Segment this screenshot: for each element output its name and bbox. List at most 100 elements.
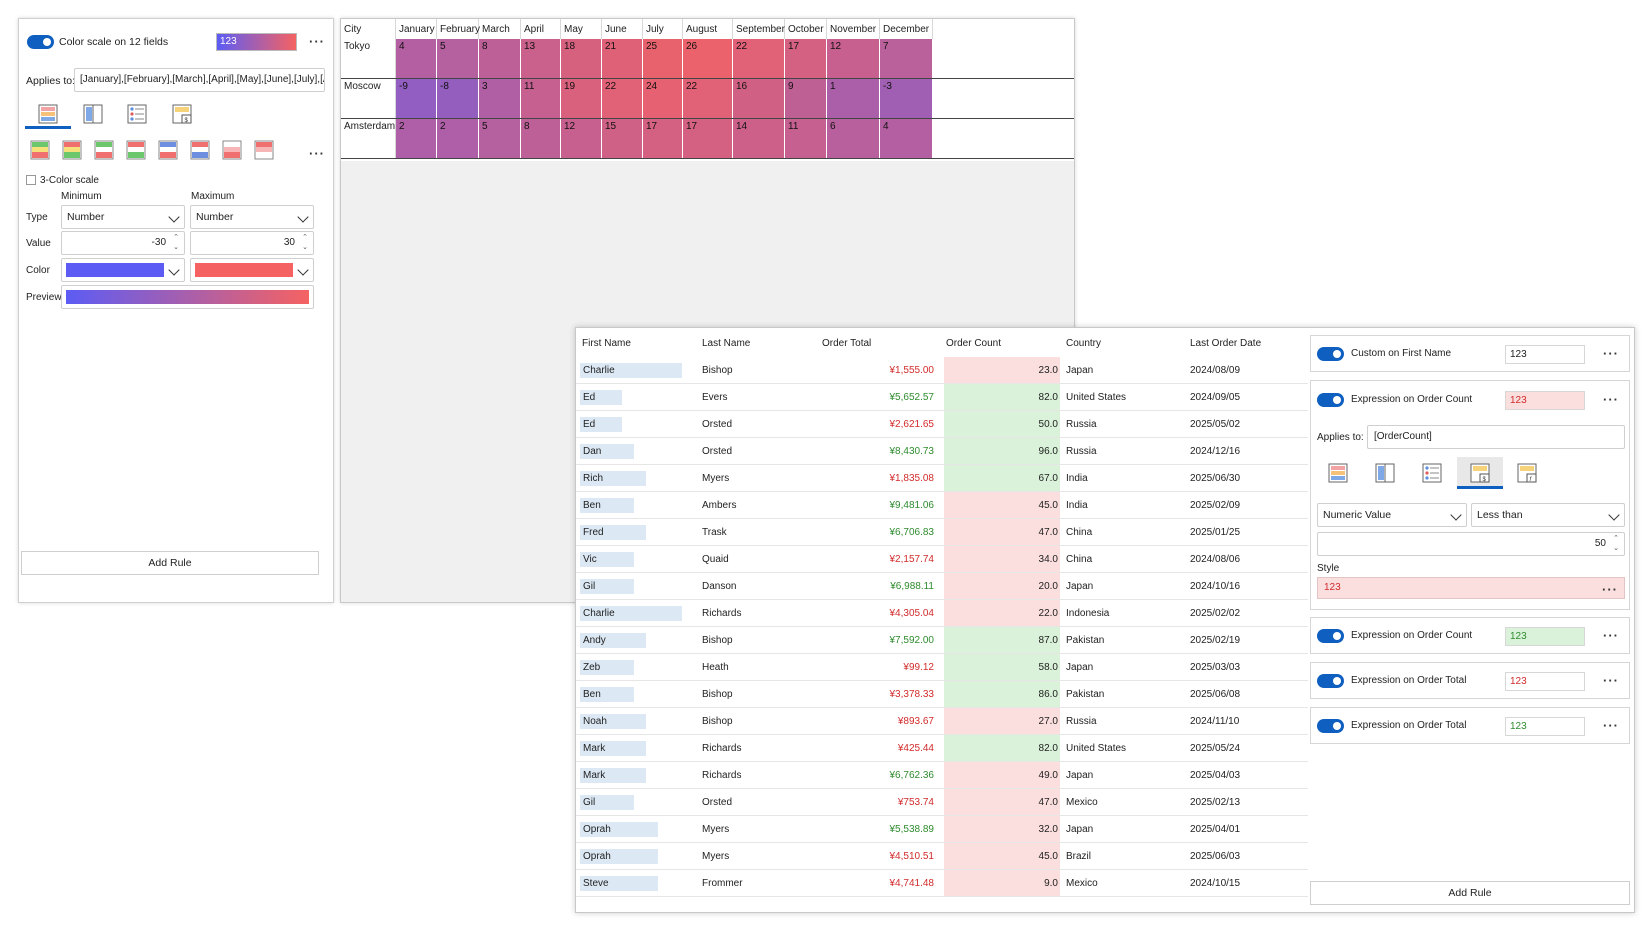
orders-header-cell[interactable]: Order Total bbox=[822, 338, 872, 349]
pivot-header-cell[interactable]: March bbox=[479, 19, 521, 39]
style-more-icon[interactable]: ··· bbox=[1602, 582, 1618, 597]
orders-total-cell[interactable]: ¥6,706.83 bbox=[889, 527, 935, 538]
orders-total-cell[interactable]: ¥1,835.08 bbox=[889, 473, 935, 484]
orders-first-cell[interactable]: Vic bbox=[583, 554, 597, 565]
rule-sample[interactable]: 123 bbox=[1505, 627, 1585, 646]
color-scale-tab-icon[interactable] bbox=[37, 103, 59, 125]
rule-sample-gradient[interactable]: 123 bbox=[216, 33, 297, 51]
orders-date-cell[interactable]: 2025/05/02 bbox=[1190, 419, 1241, 430]
orders-first-cell[interactable]: Ed bbox=[583, 419, 596, 430]
preset-white-red-icon[interactable] bbox=[221, 139, 243, 161]
rule-card-order-count-less-than[interactable]: Expression on Order Count 123 ··· Applie… bbox=[1310, 380, 1630, 610]
orders-country-cell[interactable]: India bbox=[1066, 500, 1088, 511]
pivot-value-cell[interactable]: 22 bbox=[683, 79, 733, 118]
rule-sample[interactable]: 123 bbox=[1505, 672, 1585, 691]
orders-last-cell[interactable]: Trask bbox=[702, 527, 727, 538]
orders-first-cell[interactable]: Fred bbox=[583, 527, 604, 538]
orders-last-cell[interactable]: Bishop bbox=[702, 716, 733, 727]
rule-more-icon[interactable]: ··· bbox=[1603, 346, 1619, 361]
pivot-value-cell[interactable]: -9 bbox=[396, 79, 437, 118]
orders-last-cell[interactable]: Quaid bbox=[702, 554, 729, 565]
pivot-value-cell[interactable]: 22 bbox=[602, 79, 643, 118]
pivot-value-cell[interactable]: 11 bbox=[521, 79, 561, 118]
orders-date-cell[interactable]: 2025/06/08 bbox=[1190, 689, 1241, 700]
spin-up-icon[interactable]: ⌃ bbox=[302, 234, 308, 241]
orders-count-cell[interactable]: 82.0 bbox=[1038, 392, 1058, 403]
orders-first-cell[interactable]: Gil bbox=[583, 797, 596, 808]
pivot-value-cell[interactable]: 26 bbox=[683, 39, 733, 78]
rule-more-icon[interactable]: ··· bbox=[1603, 718, 1619, 733]
condition-field-select[interactable]: Numeric Value bbox=[1317, 503, 1467, 527]
pivot-value-cell[interactable]: 13 bbox=[521, 39, 561, 78]
orders-total-cell[interactable]: ¥4,510.51 bbox=[889, 851, 935, 862]
orders-first-cell[interactable]: Oprah bbox=[583, 851, 611, 862]
orders-first-cell[interactable]: Mark bbox=[583, 743, 606, 754]
orders-country-cell[interactable]: Japan bbox=[1066, 581, 1094, 592]
pivot-value-cell[interactable]: 6 bbox=[827, 119, 880, 158]
rule-sample[interactable]: 123 bbox=[1505, 345, 1585, 364]
rule-more-icon[interactable]: ··· bbox=[1603, 392, 1619, 407]
orders-country-cell[interactable]: India bbox=[1066, 473, 1088, 484]
pivot-value-cell[interactable]: 16 bbox=[733, 79, 785, 118]
pivot-value-cell[interactable]: 2 bbox=[396, 119, 437, 158]
max-type-select[interactable]: Number bbox=[190, 205, 314, 229]
orders-date-cell[interactable]: 2024/10/15 bbox=[1190, 878, 1241, 889]
orders-first-cell[interactable]: Zeb bbox=[583, 662, 601, 673]
pivot-city-cell[interactable]: Amsterdam bbox=[341, 119, 396, 158]
orders-date-cell[interactable]: 2024/11/10 bbox=[1190, 716, 1240, 727]
rule-enabled-toggle[interactable] bbox=[1317, 347, 1344, 361]
orders-count-cell[interactable]: 45.0 bbox=[1038, 500, 1058, 511]
expression-tab-icon[interactable]: $ bbox=[171, 103, 193, 125]
orders-count-cell[interactable]: 82.0 bbox=[1038, 743, 1058, 754]
orders-count-cell[interactable]: 49.0 bbox=[1038, 770, 1058, 781]
applies-to-input[interactable]: [January],[February],[March],[April],[Ma… bbox=[74, 68, 325, 92]
orders-date-cell[interactable]: 2025/06/30 bbox=[1190, 473, 1241, 484]
orders-first-cell[interactable]: Mark bbox=[583, 770, 606, 781]
orders-header-cell[interactable]: First Name bbox=[582, 338, 631, 349]
pivot-value-cell[interactable]: 14 bbox=[733, 119, 785, 158]
orders-first-cell[interactable]: Dan bbox=[583, 446, 602, 457]
pivot-value-cell[interactable]: 8 bbox=[521, 119, 561, 158]
pivot-header-cell[interactable]: June bbox=[602, 19, 643, 39]
orders-last-cell[interactable]: Richards bbox=[702, 743, 742, 754]
rule-more-icon[interactable]: ··· bbox=[1603, 673, 1619, 688]
orders-total-cell[interactable]: ¥4,305.04 bbox=[889, 608, 935, 619]
pivot-value-cell[interactable]: 17 bbox=[643, 119, 683, 158]
pivot-city-cell[interactable]: Tokyo bbox=[341, 39, 396, 78]
orders-date-cell[interactable]: 2025/06/03 bbox=[1190, 851, 1241, 862]
pivot-value-cell[interactable]: 7 bbox=[880, 39, 933, 78]
orders-total-cell[interactable]: ¥6,988.11 bbox=[890, 581, 934, 592]
orders-total-cell[interactable]: ¥753.74 bbox=[897, 797, 934, 808]
orders-date-cell[interactable]: 2024/08/06 bbox=[1190, 554, 1241, 565]
pivot-value-cell[interactable]: 4 bbox=[880, 119, 933, 158]
preset-red-yellow-green-icon[interactable] bbox=[61, 139, 83, 161]
spin-up-icon[interactable]: ⌃ bbox=[173, 234, 179, 241]
orders-country-cell[interactable]: Mexico bbox=[1066, 797, 1098, 808]
preset-blue-white-red-icon[interactable] bbox=[157, 139, 179, 161]
orders-last-cell[interactable]: Myers bbox=[702, 851, 730, 862]
preset-red-white-icon[interactable] bbox=[253, 139, 275, 161]
pivot-header-cell[interactable]: May bbox=[561, 19, 602, 39]
orders-date-cell[interactable]: 2024/10/16 bbox=[1190, 581, 1241, 592]
condition-value-input[interactable]: 50 ⌃ ⌄ bbox=[1317, 532, 1625, 556]
orders-country-cell[interactable]: United States bbox=[1066, 392, 1127, 403]
orders-date-cell[interactable]: 2024/08/09 bbox=[1190, 365, 1241, 376]
orders-date-cell[interactable]: 2025/02/02 bbox=[1190, 608, 1241, 619]
orders-last-cell[interactable]: Richards bbox=[702, 770, 742, 781]
rule-enabled-toggle[interactable] bbox=[1317, 674, 1344, 688]
orders-country-cell[interactable]: Japan bbox=[1066, 662, 1094, 673]
orders-last-cell[interactable]: Richards bbox=[702, 608, 742, 619]
orders-first-cell[interactable]: Charlie bbox=[583, 365, 615, 376]
pivot-header-cell[interactable]: September bbox=[733, 19, 785, 39]
preset-red-white-blue-icon[interactable] bbox=[189, 139, 211, 161]
expression-tab-icon[interactable]: $ bbox=[1469, 462, 1491, 484]
min-type-select[interactable]: Number bbox=[61, 205, 185, 229]
pivot-value-cell[interactable]: 17 bbox=[683, 119, 733, 158]
orders-count-cell[interactable]: 27.0 bbox=[1038, 716, 1058, 727]
orders-first-cell[interactable]: Steve bbox=[583, 878, 609, 889]
pivot-value-cell[interactable]: 15 bbox=[602, 119, 643, 158]
pivot-value-cell[interactable]: 24 bbox=[643, 79, 683, 118]
orders-country-cell[interactable]: Indonesia bbox=[1066, 608, 1110, 619]
pivot-value-cell[interactable]: 5 bbox=[479, 119, 521, 158]
orders-total-cell[interactable]: ¥3,378.33 bbox=[889, 689, 935, 700]
